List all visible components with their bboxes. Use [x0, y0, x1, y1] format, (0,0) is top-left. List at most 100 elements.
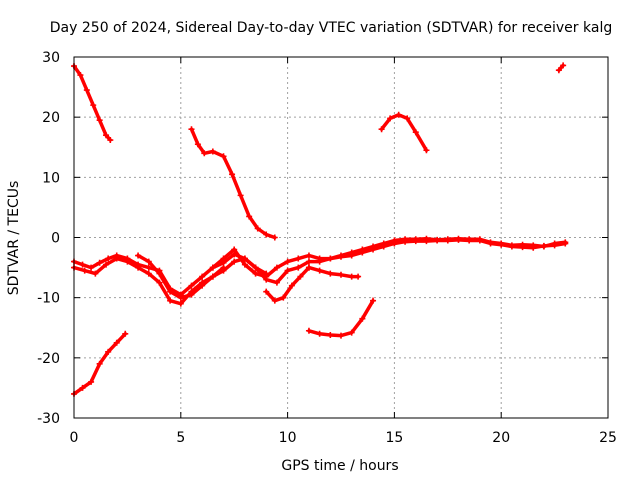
data-point	[338, 253, 344, 260]
data-point	[113, 255, 120, 262]
data-point	[370, 246, 377, 253]
y-tick-label: -20	[37, 351, 60, 367]
x-tick-label: 0	[70, 430, 79, 446]
x-tick-label: 10	[279, 430, 297, 446]
data-point	[231, 251, 238, 258]
data-point	[83, 87, 90, 94]
chart-title: Day 250 of 2024, Sidereal Day-to-day VTE…	[50, 20, 612, 36]
data-point	[391, 240, 398, 247]
data-point	[288, 282, 295, 289]
data-point	[476, 237, 483, 244]
data-point	[167, 297, 174, 304]
data-point	[412, 129, 419, 136]
data-point	[519, 244, 526, 251]
data-point	[122, 330, 129, 337]
data-point	[96, 360, 103, 367]
data-point	[508, 243, 515, 250]
data-point	[220, 264, 227, 271]
data-point	[145, 264, 152, 271]
data-point	[271, 234, 278, 241]
data-point	[177, 300, 184, 307]
data-point	[284, 267, 291, 274]
data-point	[252, 270, 259, 277]
data-point	[92, 270, 99, 277]
data-point	[113, 339, 120, 346]
data-point	[305, 258, 312, 265]
data-point	[103, 132, 110, 139]
y-tick-label: -10	[37, 291, 60, 307]
data-point	[103, 261, 110, 268]
y-tick-label: 30	[42, 50, 60, 66]
data-point	[530, 244, 537, 251]
data-point	[355, 273, 362, 280]
data-point	[327, 331, 334, 338]
data-point	[263, 270, 270, 277]
data-point	[404, 115, 411, 122]
data-point	[466, 237, 473, 244]
data-point	[79, 261, 86, 268]
data-point	[402, 238, 409, 245]
data-point	[194, 141, 201, 148]
x-tick-label: 25	[599, 430, 617, 446]
series-arc-3	[379, 113, 429, 153]
data-point	[167, 288, 174, 295]
data-point	[359, 315, 366, 322]
data-point	[423, 147, 430, 154]
data-point	[241, 261, 248, 268]
grid	[74, 57, 608, 418]
series-arc-10	[264, 265, 311, 303]
data-point	[188, 282, 195, 289]
data-point	[327, 270, 334, 277]
data-point	[370, 297, 377, 304]
data-point	[105, 348, 112, 355]
data-point	[560, 62, 567, 69]
data-point	[96, 117, 103, 124]
data-point	[156, 270, 163, 277]
data-series	[71, 62, 569, 397]
data-point	[96, 259, 103, 266]
data-point	[241, 255, 248, 262]
data-point	[199, 273, 206, 280]
data-point	[254, 225, 261, 232]
data-point	[305, 327, 312, 334]
x-axis-title: GPS time / hours	[281, 458, 398, 474]
data-point	[263, 276, 270, 283]
data-point	[188, 126, 195, 133]
data-point	[90, 102, 97, 109]
series-arc-11	[307, 265, 360, 279]
x-tick-label: 15	[385, 430, 403, 446]
data-point	[378, 126, 385, 133]
data-point	[199, 282, 206, 289]
data-point	[380, 243, 387, 250]
data-point	[231, 258, 238, 265]
data-point	[305, 264, 312, 271]
data-point	[455, 236, 462, 243]
data-point	[209, 148, 216, 155]
data-point	[145, 270, 152, 277]
data-point	[135, 252, 142, 259]
data-point	[280, 294, 287, 301]
data-point	[263, 288, 270, 295]
data-point	[316, 267, 323, 274]
data-point	[220, 153, 227, 160]
data-point	[252, 264, 259, 271]
series-arc-1	[72, 64, 113, 142]
series-arc-9	[211, 252, 268, 276]
y-axis-title: SDTVAR / TECUs	[6, 181, 22, 296]
data-point	[348, 273, 355, 280]
data-point	[237, 192, 244, 199]
data-point	[124, 258, 131, 265]
data-point	[327, 255, 334, 262]
data-point	[177, 294, 184, 301]
data-point	[156, 279, 163, 286]
data-point	[246, 213, 253, 220]
data-point	[188, 291, 195, 298]
data-point	[348, 252, 355, 259]
data-point	[316, 330, 323, 337]
y-tick-label: -30	[37, 411, 60, 427]
data-point	[273, 264, 280, 271]
x-tick-label: 20	[492, 430, 510, 446]
data-point	[423, 238, 430, 245]
